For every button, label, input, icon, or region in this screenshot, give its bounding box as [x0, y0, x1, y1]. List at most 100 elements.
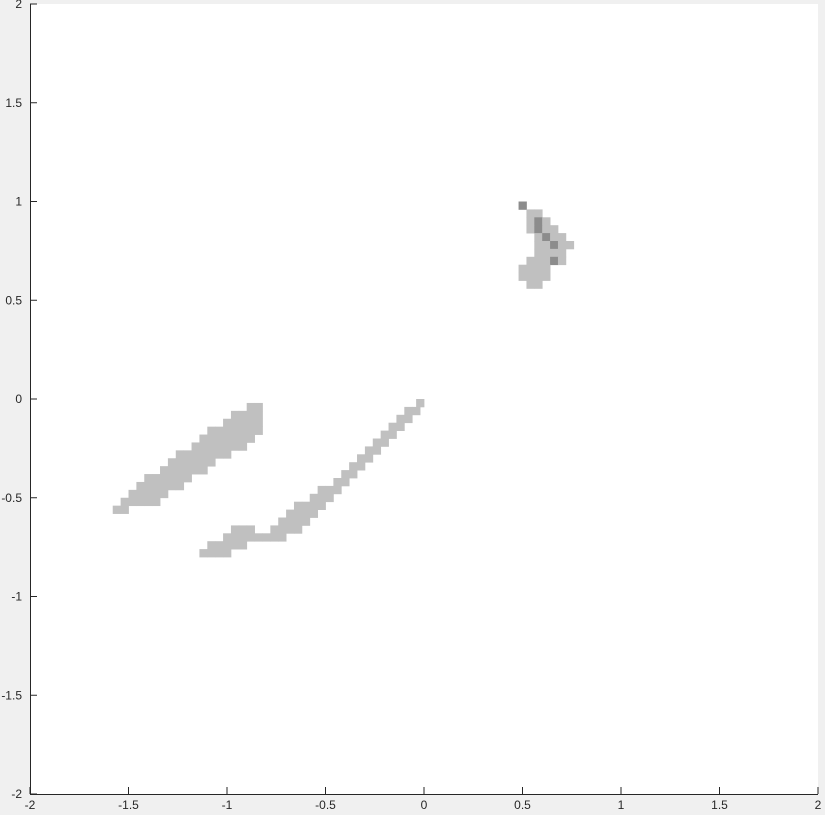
heatmap-cell — [136, 497, 145, 507]
heatmap-cell — [230, 418, 240, 428]
heatmap-cell — [550, 233, 559, 242]
heatmap-cell — [404, 414, 413, 424]
heatmap-cell — [120, 505, 129, 514]
heatmap-cell — [333, 478, 342, 487]
heatmap-cell — [254, 418, 263, 428]
heatmap-cell — [191, 466, 200, 475]
heatmap-cell — [238, 426, 248, 435]
heatmap-cell — [301, 509, 311, 518]
heatmap-cell — [550, 241, 559, 250]
heatmap-cell — [380, 438, 389, 447]
heatmap-cell — [557, 248, 567, 258]
x-tick-label: -1 — [222, 798, 233, 812]
heatmap-cell — [542, 256, 551, 266]
heatmap-cell — [278, 525, 287, 534]
heatmap-cell — [286, 509, 295, 518]
heatmap-cell — [246, 426, 255, 435]
heatmap-cell — [175, 458, 185, 467]
heatmap-cell — [175, 481, 185, 491]
heatmap-cell — [286, 517, 295, 526]
heatmap-cell — [325, 485, 334, 495]
heatmap-cell — [349, 462, 358, 471]
heatmap-cell — [199, 442, 208, 451]
heatmap-cell — [230, 442, 240, 451]
heatmap-cell — [254, 533, 263, 542]
heatmap-cell — [534, 209, 543, 218]
y-tick-label: 1.5 — [5, 96, 22, 110]
heatmap-cell — [293, 501, 303, 510]
heatmap-cell — [542, 225, 551, 234]
heatmap-cell — [215, 549, 224, 558]
heatmap-cell — [167, 466, 177, 475]
heatmap-cell — [526, 256, 535, 266]
heatmap-cell — [542, 272, 551, 281]
heatmap-cell — [357, 462, 366, 471]
heatmap-cell — [341, 470, 350, 479]
heatmap-cell — [223, 549, 232, 558]
heatmap-cell — [112, 505, 122, 514]
heatmap-cell — [191, 442, 200, 451]
heatmap-cell — [215, 434, 224, 443]
heatmap-cell — [388, 422, 397, 431]
heatmap-cell — [396, 414, 405, 424]
heatmap-cell — [160, 481, 169, 491]
heatmap-cell — [144, 481, 153, 491]
heatmap-cell — [223, 533, 232, 542]
heatmap-cell — [364, 446, 374, 455]
heatmap-cell — [152, 474, 161, 483]
heatmap-cell — [550, 225, 559, 234]
x-tick-label: 1.5 — [711, 798, 728, 812]
heatmap-cell — [238, 442, 248, 451]
heatmap-cell — [534, 217, 543, 226]
heatmap-cells — [112, 201, 575, 558]
heatmap-cell — [317, 493, 326, 503]
heatmap-cell — [207, 450, 216, 459]
heatmap-cell — [238, 525, 248, 534]
heatmap-cell — [191, 450, 200, 459]
heatmap-cell — [526, 264, 535, 273]
x-tick-label: 1 — [618, 798, 625, 812]
heatmap-cell — [357, 454, 366, 463]
heatmap-cell — [293, 517, 303, 526]
y-tick-label: -1.5 — [1, 688, 22, 702]
heatmap-cell — [207, 541, 216, 550]
heatmap-cell — [542, 241, 551, 250]
heatmap-cell — [557, 241, 567, 250]
heatmap-cell — [404, 406, 413, 416]
heatmap-cell — [542, 264, 551, 273]
heatmap-cell — [175, 450, 185, 459]
heatmap-cell — [542, 217, 551, 226]
heatmap-cell — [412, 406, 421, 416]
heatmap-cell — [246, 410, 255, 420]
heatmap-cell — [199, 466, 208, 475]
y-ticks: -2 -1.5 -1 -0.5 0 0.5 1 1.5 2 — [1, 0, 37, 801]
heatmap-cell — [364, 454, 374, 463]
heatmap-cell — [526, 217, 535, 226]
heatmap-cell — [144, 489, 153, 499]
heatmap-cell — [534, 233, 543, 242]
heatmap-cell — [246, 533, 255, 542]
heatmap-cell — [534, 225, 543, 234]
heatmap-cell — [380, 430, 389, 439]
heatmap-cell — [207, 458, 216, 467]
heatmap-cell — [372, 438, 382, 447]
heatmap-cell — [191, 458, 200, 467]
heatmap-cell — [301, 501, 311, 510]
heatmap-cell — [207, 442, 216, 451]
heatmap-cell — [262, 533, 271, 542]
y-tick-label: -1 — [11, 590, 22, 604]
heatmap-cell — [550, 248, 559, 258]
heatmap-cell — [270, 525, 279, 534]
heatmap-cell — [526, 280, 535, 289]
heatmap-cell — [325, 493, 334, 503]
heatmap-cell — [317, 485, 326, 495]
heatmap-cell — [557, 256, 567, 266]
heatmap-cell — [309, 509, 319, 518]
heatmap-cell — [565, 241, 575, 250]
heatmap-cell — [238, 418, 248, 428]
heatmap-cell — [230, 434, 240, 443]
y-tick-label: -0.5 — [1, 491, 22, 505]
heatmap-cell — [215, 450, 224, 459]
heatmap-cell — [207, 434, 216, 443]
